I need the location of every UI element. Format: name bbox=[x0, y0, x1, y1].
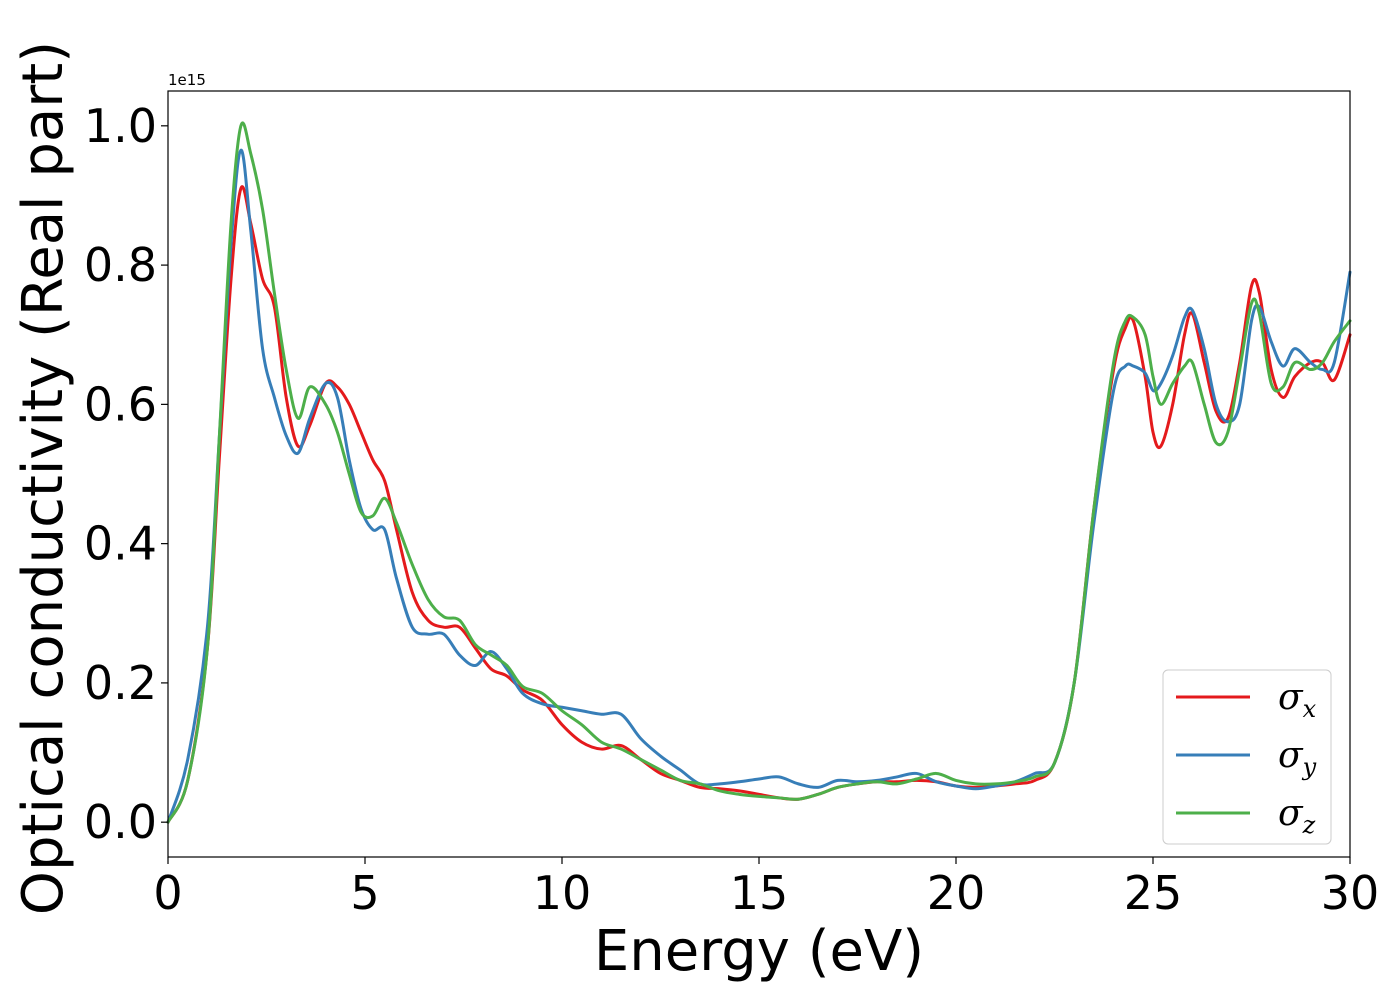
legend-label-y: σy bbox=[1278, 735, 1317, 781]
y-tick-label: 0.2 bbox=[84, 656, 157, 710]
legend-label-x: σx bbox=[1278, 677, 1317, 723]
y-axis-label: Optical conductivity (Real part) bbox=[11, 41, 76, 915]
series-line-y bbox=[166, 148, 1352, 824]
y-tick-label: 0.0 bbox=[84, 795, 157, 849]
x-tick-label: 30 bbox=[1321, 866, 1380, 920]
x-tick-label: 0 bbox=[153, 866, 182, 920]
y-tick-label: 0.4 bbox=[84, 517, 157, 571]
y-tick-label: 0.6 bbox=[84, 377, 157, 431]
legend-symbol: σ bbox=[1278, 793, 1304, 834]
x-axis-ticks: 0 5 10 15 20 25 30 bbox=[153, 857, 1379, 920]
legend-subscript: y bbox=[1302, 753, 1317, 781]
series-line-z bbox=[166, 121, 1352, 824]
legend-symbol: σ bbox=[1278, 735, 1304, 776]
x-tick-label: 15 bbox=[730, 866, 789, 920]
legend-symbol: σ bbox=[1278, 677, 1304, 718]
plot-background bbox=[168, 91, 1350, 857]
series-layer bbox=[166, 121, 1352, 824]
x-tick-label: 25 bbox=[1124, 866, 1183, 920]
x-tick-label: 20 bbox=[927, 866, 986, 920]
y-axis-ticks: 0.0 0.2 0.4 0.6 0.8 1.0 bbox=[84, 99, 168, 849]
y-tick-label: 0.8 bbox=[84, 238, 157, 292]
legend-subscript: x bbox=[1303, 695, 1317, 723]
series-line-x bbox=[166, 185, 1352, 824]
x-tick-label: 10 bbox=[533, 866, 592, 920]
legend-subscript: z bbox=[1302, 811, 1316, 839]
y-offset-label: 1e15 bbox=[168, 71, 206, 89]
x-tick-label: 5 bbox=[350, 866, 379, 920]
legend-box bbox=[1162, 669, 1332, 845]
y-tick-label: 1.0 bbox=[84, 99, 157, 153]
x-axis-label: Energy (eV) bbox=[594, 919, 924, 984]
legend-label-z: σz bbox=[1278, 793, 1316, 839]
